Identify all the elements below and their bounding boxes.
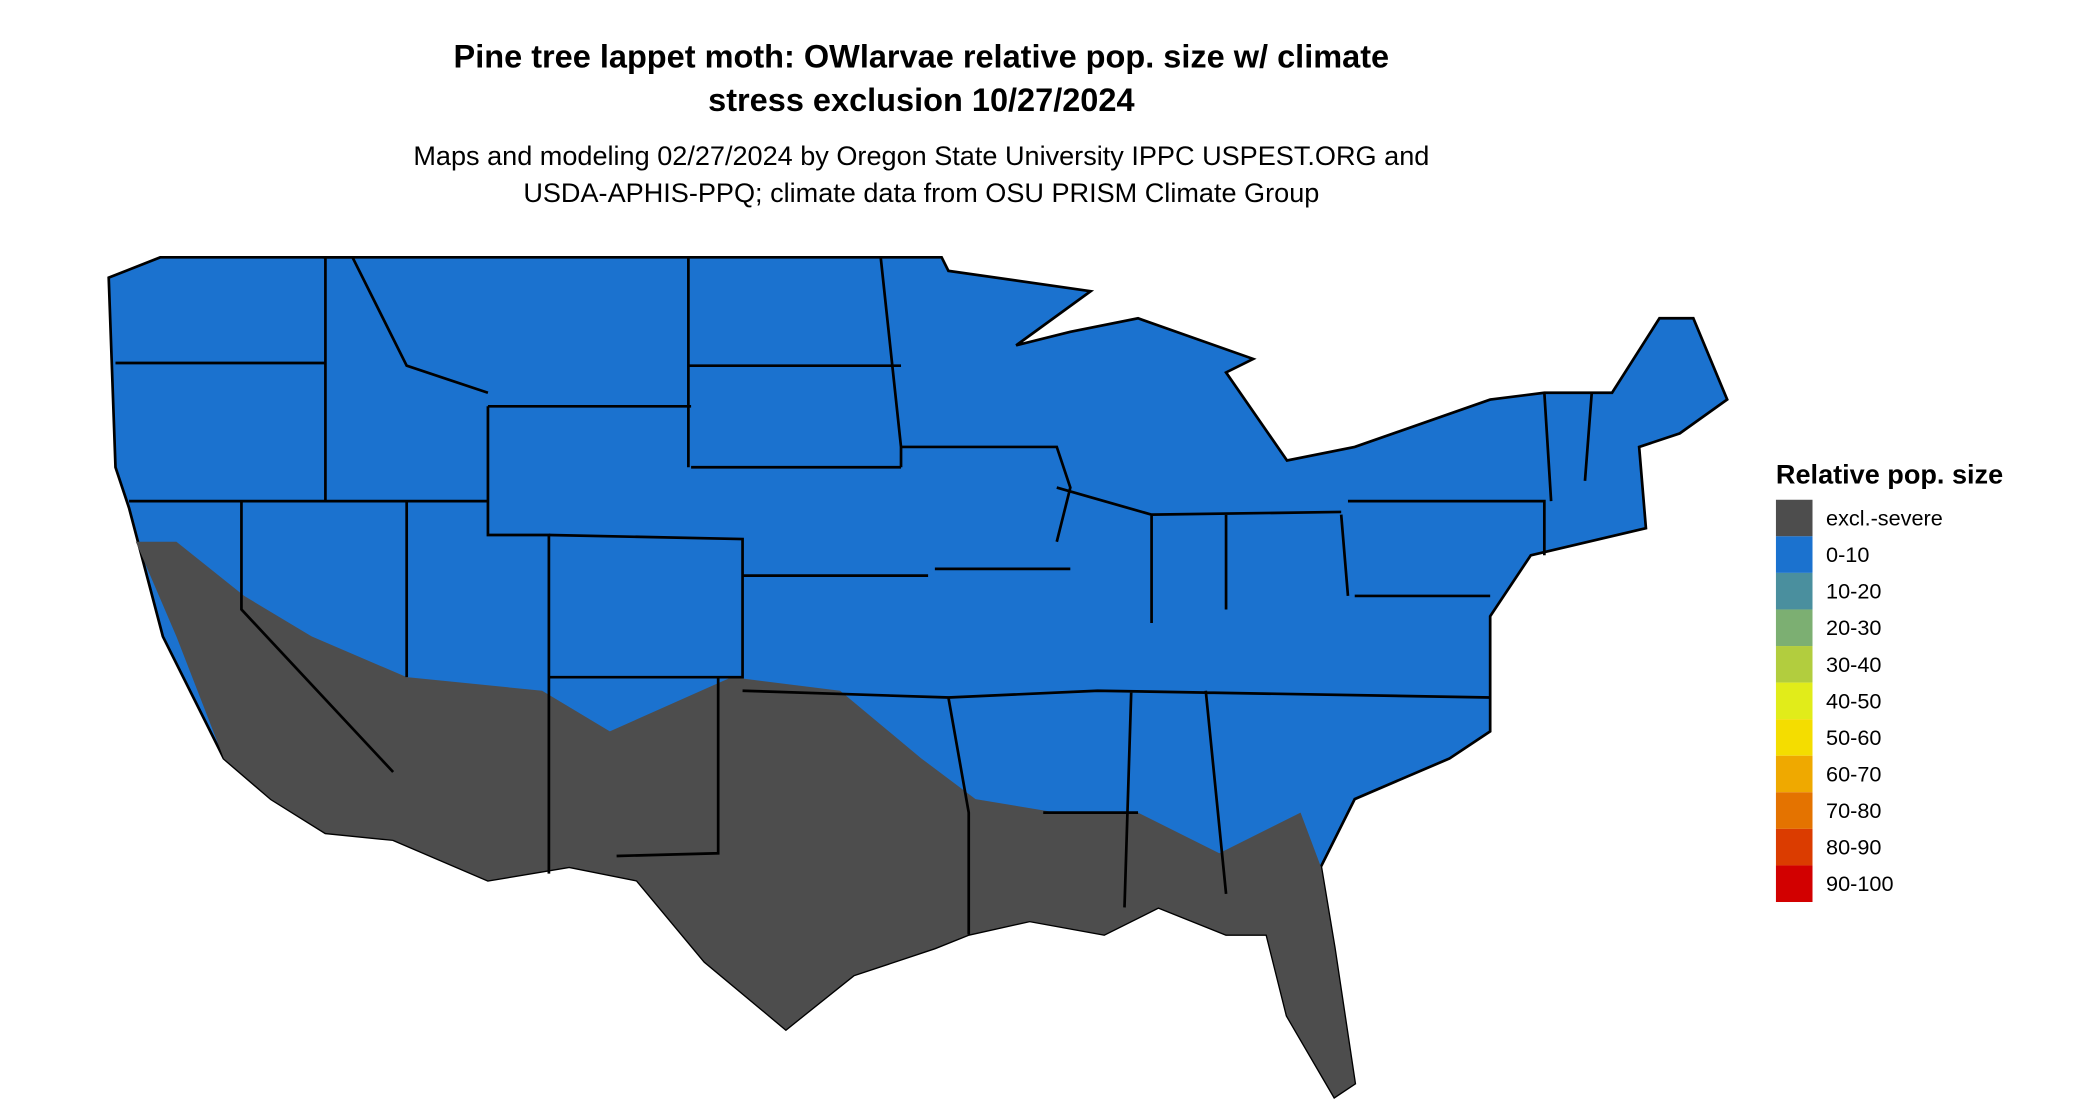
legend-title: Relative pop. size xyxy=(1776,459,2003,490)
legend-swatch xyxy=(1775,755,1813,793)
legend-swatch xyxy=(1775,646,1813,683)
excluded-area xyxy=(135,541,1355,1098)
legend-label: 0-10 xyxy=(1826,542,1869,567)
legend-label: 30-40 xyxy=(1826,652,1881,677)
legend: excl.-severe 0-10 10-20 20-30 30-40 40-50 50-6… xyxy=(1775,499,1943,903)
legend-swatch xyxy=(1775,682,1813,720)
legend-swatch xyxy=(1775,865,1813,903)
legend-swatch xyxy=(1775,536,1813,573)
legend-label: 50-60 xyxy=(1826,725,1881,750)
state-borders xyxy=(115,255,1594,935)
legend-swatch xyxy=(1775,609,1813,647)
legend-label: excl.-severe xyxy=(1826,505,1943,530)
legend-swatch xyxy=(1775,792,1813,829)
subtitle-line: Maps and modeling 02/27/2024 by Oregon S… xyxy=(413,140,1429,171)
title-line: Pine tree lappet moth: OWlarvae relative… xyxy=(454,39,1390,75)
legend-swatch xyxy=(1775,572,1813,610)
us-map xyxy=(107,255,1729,1099)
title-line: stress exclusion 10/27/2024 xyxy=(708,82,1134,118)
legend-label: 10-20 xyxy=(1826,579,1881,604)
legend-label: 60-70 xyxy=(1826,761,1881,786)
subtitle-line: USDA-APHIS-PPQ; climate data from OSU PR… xyxy=(523,177,1319,208)
legend-label: 20-30 xyxy=(1826,615,1881,640)
legend-swatch xyxy=(1775,828,1813,866)
legend-label: 90-100 xyxy=(1826,871,1893,896)
legend-swatch xyxy=(1775,719,1813,756)
legend-label: 70-80 xyxy=(1826,798,1881,823)
legend-label: 80-90 xyxy=(1826,835,1881,860)
legend-swatch xyxy=(1775,499,1813,537)
legend-label: 40-50 xyxy=(1826,688,1881,713)
